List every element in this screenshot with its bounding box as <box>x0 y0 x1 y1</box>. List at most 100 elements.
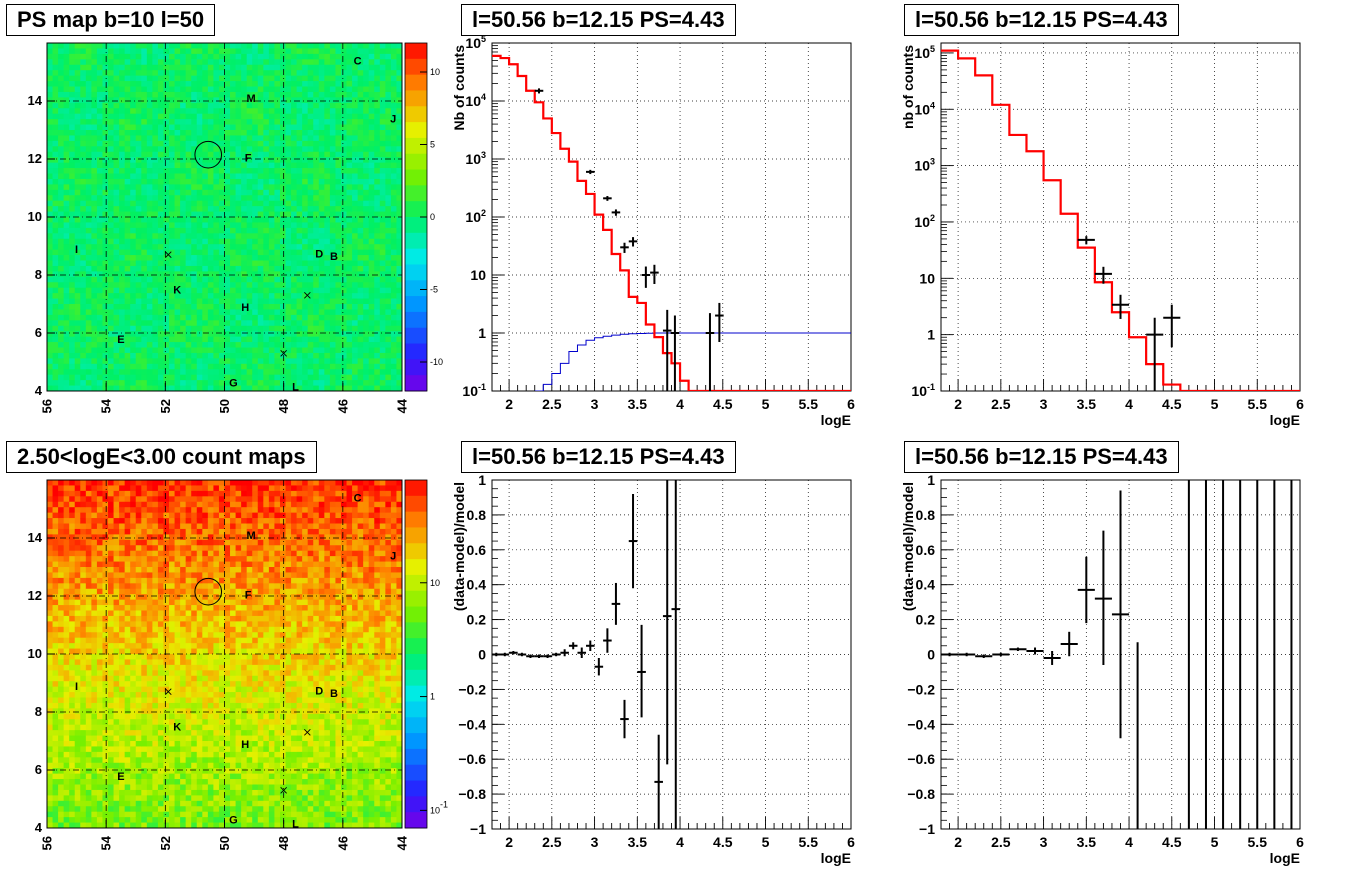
map-cell <box>52 773 59 780</box>
map-cell <box>379 320 386 327</box>
map-cell <box>113 282 120 289</box>
map-cell <box>80 512 87 519</box>
map-cell <box>119 157 126 164</box>
map-cell <box>113 97 120 104</box>
map-cell <box>218 200 225 207</box>
map-cell <box>257 363 264 370</box>
map-cell <box>52 325 59 332</box>
map-cell <box>207 102 214 109</box>
map-cell <box>296 233 303 240</box>
map-cell <box>207 135 214 142</box>
map-cell <box>274 347 281 354</box>
map-cell <box>307 48 314 55</box>
map-cell <box>241 206 248 212</box>
map-cell <box>169 352 175 359</box>
map-cell <box>85 146 92 153</box>
map-cell <box>47 108 53 115</box>
map-cell <box>85 713 92 720</box>
map-cell <box>379 151 386 158</box>
map-cell <box>146 342 153 348</box>
map-cell <box>390 325 397 332</box>
map-cell <box>47 325 53 332</box>
map-cell <box>313 200 320 207</box>
map-cell <box>241 211 248 218</box>
map-cell <box>374 162 381 169</box>
map-cell <box>385 331 392 338</box>
map-cell <box>74 260 81 267</box>
map-cell <box>313 271 320 278</box>
map-cell <box>58 730 65 736</box>
map-cell <box>80 113 87 120</box>
map-cell <box>368 287 375 294</box>
map-cell <box>324 222 331 229</box>
map-cell <box>230 59 236 66</box>
map-cell <box>157 119 164 125</box>
map-cell <box>146 146 153 153</box>
map-cell <box>163 304 170 310</box>
map-cell <box>130 43 137 49</box>
map-cell <box>307 374 314 381</box>
map-cell <box>96 227 103 234</box>
map-cell <box>108 287 114 294</box>
map-cell <box>96 173 103 180</box>
map-cell <box>174 233 181 240</box>
map-cell <box>368 265 375 272</box>
map-cell <box>63 320 70 327</box>
x-tick-label: 2.5 <box>542 396 562 412</box>
map-cell <box>235 325 242 332</box>
map-cell <box>352 119 359 125</box>
map-cell <box>74 206 81 212</box>
map-cell <box>263 325 270 332</box>
map-cell <box>47 227 53 234</box>
map-cell <box>324 352 331 359</box>
map-cell <box>85 358 92 365</box>
map-cell <box>52 168 59 174</box>
map-cell <box>291 102 298 109</box>
map-cell <box>318 59 325 66</box>
map-cell <box>296 146 303 153</box>
map-cell <box>63 255 70 261</box>
map-cell <box>307 238 314 245</box>
colorbar-band <box>405 122 427 139</box>
map-cell <box>47 233 53 240</box>
map-cell <box>396 244 403 251</box>
map-cell <box>124 325 131 332</box>
map-cell <box>47 817 53 823</box>
map-cell <box>69 293 76 299</box>
map-cell <box>58 108 65 115</box>
map-cell <box>163 206 170 212</box>
map-cell <box>257 124 264 131</box>
map-cell <box>47 347 53 354</box>
map-cell <box>368 162 375 169</box>
map-cell <box>302 75 309 82</box>
map-cell <box>285 298 292 305</box>
map-cell <box>152 102 159 109</box>
map-cell <box>302 206 309 212</box>
map-cell <box>224 178 231 185</box>
map-cell <box>135 70 142 77</box>
map-cell <box>146 227 153 234</box>
map-cell <box>374 249 381 256</box>
map-cell <box>74 255 81 261</box>
map-cell <box>324 336 331 343</box>
map-cell <box>85 265 92 272</box>
map-cell <box>52 287 59 294</box>
map-cell <box>135 151 142 158</box>
map-cell <box>96 102 103 109</box>
map-cell <box>313 227 320 234</box>
map-cell <box>69 768 76 775</box>
map-cell <box>191 59 198 66</box>
map-cell <box>196 86 203 93</box>
map-cell <box>346 184 353 191</box>
map-cell <box>63 124 70 131</box>
map-cell <box>285 64 292 71</box>
map-cell <box>169 140 175 147</box>
map-cell <box>80 697 87 704</box>
map-cell <box>169 70 175 77</box>
map-cell <box>352 178 359 185</box>
map-cell <box>152 53 159 60</box>
map-cell <box>352 331 359 338</box>
map-cell <box>235 211 242 218</box>
map-cell <box>74 599 81 606</box>
map-cell <box>274 135 281 142</box>
